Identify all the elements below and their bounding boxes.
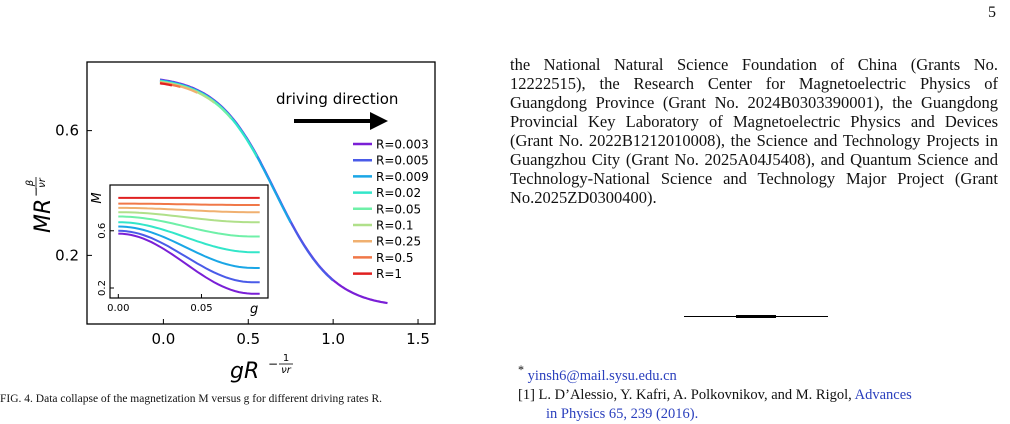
acknowledgments-paragraph: the National Natural Science Foundation … — [510, 55, 998, 207]
inset-y-axis-label: M — [90, 192, 105, 203]
reference-1-authors: L. D’Alessio, Y. Kafri, A. Polkovnikov, … — [538, 386, 852, 403]
inset-series-group — [118, 196, 260, 295]
inset-series-line-R=0.1 — [118, 211, 260, 224]
figure-caption-fragment: FIG. 4. Data collapse of the magnetizati… — [0, 393, 383, 405]
reference-1-number: [1] — [518, 386, 535, 403]
y-axis-label-exp-den: νr — [37, 177, 48, 188]
reference-1-continuation: in Physics 65, 239 (2016). — [518, 405, 998, 424]
legend-label-R=0.02: R=0.02 — [376, 186, 421, 200]
x-axis-label-sign: − — [268, 357, 278, 371]
inset-x-axis-label: g — [250, 302, 258, 317]
inset-x-tick-label-0.05: 0.05 — [190, 303, 212, 314]
legend-label-R=1: R=1 — [376, 267, 402, 281]
legend-label-R=0.009: R=0.009 — [376, 170, 429, 184]
inset-y-tick-label-0.6: 0.6 — [97, 223, 108, 239]
footnotes: * yinsh6@mail.sysu.edu.cn [1] L. D’Aless… — [518, 361, 998, 424]
driving-direction-label: driving direction — [276, 90, 398, 108]
inset-plot-frame — [109, 184, 269, 299]
legend: R=0.003 R=0.005 R=0.009 R=0.02 R=0.05 R=0.1 R=… — [353, 138, 429, 281]
inset-series-line-R=0.02 — [118, 221, 260, 254]
inset-series-line-R=0.005 — [118, 229, 260, 284]
x-tick-label-0.5: 0.5 — [236, 330, 260, 348]
y-tick-label-0.2: 0.2 — [55, 246, 79, 264]
y-axis-label-sign: − — [29, 187, 43, 197]
legend-label-R=0.5: R=0.5 — [376, 251, 413, 265]
inset-ticks-group: 0.00 0.05 0.2 0.6 — [97, 223, 213, 314]
x-axis-label-base: gR — [230, 359, 259, 384]
x-tick-label-0.0: 0.0 — [151, 330, 175, 348]
inset-series-line-R=0.05 — [118, 215, 260, 238]
inset-y-tick-label-0.2: 0.2 — [97, 280, 108, 296]
series-line-R=0.02 — [159, 79, 258, 158]
y-axis-label: MR − β νr — [25, 177, 56, 233]
y-tick-label-0.6: 0.6 — [55, 122, 79, 140]
data-collapse-chart: 0.0 0.5 1.0 1.5 0.2 0.6 MR − β νr gR − 1 νr d… — [25, 61, 436, 384]
email-link[interactable]: yinsh6@mail.sysu.edu.cn — [527, 367, 677, 384]
reference-1: [1] L. D’Alessio, Y. Kafri, A. Polkovnik… — [518, 386, 998, 405]
page-number: 5 — [988, 4, 996, 21]
y-axis-label-exp-num: β — [25, 179, 36, 187]
legend-label-R=0.05: R=0.05 — [376, 202, 421, 216]
legend-label-R=0.1: R=0.1 — [376, 219, 413, 233]
reference-1-journal-link[interactable]: Advances — [854, 386, 912, 403]
x-axis-label-exp-num: 1 — [283, 353, 289, 364]
acknowledgments-text: the National Natural Science Foundation … — [510, 55, 998, 207]
driving-direction-arrow — [294, 112, 388, 130]
series-line-R=0.05 — [159, 80, 233, 120]
inset-series-line-R=0.5 — [118, 202, 260, 206]
footnote-separator — [684, 315, 828, 318]
main-series-group — [159, 78, 388, 305]
legend-label-R=0.005: R=0.005 — [376, 154, 429, 168]
series-line-R=1 — [159, 82, 173, 87]
reference-1-link-continued[interactable]: in Physics 65, 239 (2016). — [546, 405, 699, 422]
inset-series-line-R=0.25 — [118, 206, 260, 214]
email-footnote: * yinsh6@mail.sysu.edu.cn — [518, 361, 998, 386]
x-axis-label: gR − 1 νr — [230, 353, 293, 384]
legend-label-R=0.25: R=0.25 — [376, 235, 421, 249]
inset-x-tick-label-0.00: 0.00 — [107, 303, 129, 314]
x-tick-label-1.0: 1.0 — [321, 330, 345, 348]
inset-series-line-R=0.009 — [118, 225, 260, 269]
legend-label-R=0.003: R=0.003 — [376, 138, 429, 152]
y-axis-label-base: MR — [31, 199, 56, 233]
figure-4: 0.0 0.5 1.0 1.5 0.2 0.6 MR − β νr gR − 1 νr d… — [0, 0, 470, 410]
x-tick-label-1.5: 1.5 — [406, 330, 430, 348]
email-marker: * — [518, 363, 525, 377]
main-ticks-group: 0.0 0.5 1.0 1.5 0.2 0.6 — [55, 122, 430, 348]
x-axis-label-exp-den: νr — [281, 365, 292, 376]
inset-series-line-R=0.003 — [118, 232, 260, 295]
main-plot-frame — [86, 61, 436, 325]
